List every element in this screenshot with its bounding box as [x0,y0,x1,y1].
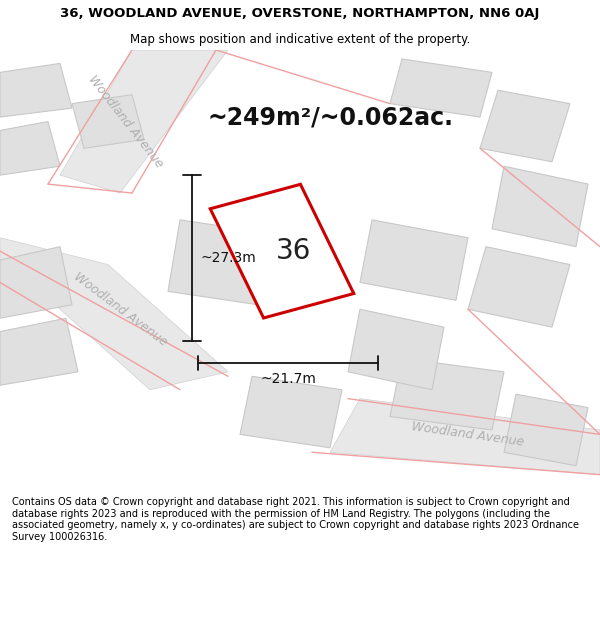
Polygon shape [390,59,492,117]
Polygon shape [330,399,600,474]
Text: ~249m²/~0.062ac.: ~249m²/~0.062ac. [207,105,453,129]
Text: Contains OS data © Crown copyright and database right 2021. This information is : Contains OS data © Crown copyright and d… [12,497,579,542]
Polygon shape [480,90,570,162]
Polygon shape [210,184,354,318]
Polygon shape [0,247,72,318]
Polygon shape [168,220,300,309]
Polygon shape [0,318,78,385]
Polygon shape [468,247,570,327]
Text: Map shows position and indicative extent of the property.: Map shows position and indicative extent… [130,32,470,46]
Text: 36, WOODLAND AVENUE, OVERSTONE, NORTHAMPTON, NN6 0AJ: 36, WOODLAND AVENUE, OVERSTONE, NORTHAMP… [61,8,539,21]
Polygon shape [0,238,228,390]
Polygon shape [72,95,144,148]
Polygon shape [0,121,60,175]
Text: Woodland Avenue: Woodland Avenue [86,72,166,170]
Text: ~21.7m: ~21.7m [260,372,316,386]
Text: 36: 36 [277,237,311,265]
Text: Woodland Avenue: Woodland Avenue [411,420,525,449]
Polygon shape [0,63,72,117]
Polygon shape [390,358,504,430]
Polygon shape [504,394,588,466]
Polygon shape [348,309,444,390]
Polygon shape [60,50,228,193]
Polygon shape [240,376,342,448]
Polygon shape [360,220,468,301]
Polygon shape [492,166,588,247]
Text: Woodland Avenue: Woodland Avenue [71,270,169,349]
Text: ~27.3m: ~27.3m [201,251,257,265]
